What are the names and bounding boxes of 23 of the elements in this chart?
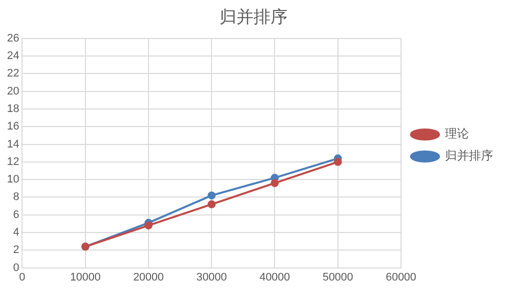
x-tick-label: 60000 [386, 271, 416, 284]
y-tick-label: 4 [13, 226, 20, 239]
y-tick-label: 10 [6, 174, 20, 186]
y-tick-label: 18 [6, 103, 20, 116]
y-tick-label: 6 [13, 208, 20, 221]
y-tick-label: 2 [13, 244, 20, 256]
x-tick-label: 20000 [133, 271, 164, 284]
y-tick-label: 24 [6, 50, 20, 62]
y-tick-label: 20 [6, 85, 20, 98]
y-tick-label: 14 [6, 138, 20, 150]
x-tick-label: 30000 [196, 271, 227, 284]
y-tick-label: 22 [6, 68, 20, 80]
x-tick-label: 10000 [70, 271, 101, 284]
legend-label: 归并排序 [445, 148, 493, 163]
x-tick-label: 50000 [322, 271, 354, 284]
y-tick-label: 12 [6, 156, 20, 168]
y-tick-label: 0 [13, 262, 20, 274]
y-tick-label: 26 [6, 32, 20, 44]
y-tick-label: 8 [13, 191, 20, 204]
y-tick-label: 16 [6, 120, 20, 133]
x-tick-label: 40000 [259, 271, 290, 284]
legend-label: 理论 [445, 126, 469, 141]
chart-title: 归并排序 [220, 8, 288, 28]
